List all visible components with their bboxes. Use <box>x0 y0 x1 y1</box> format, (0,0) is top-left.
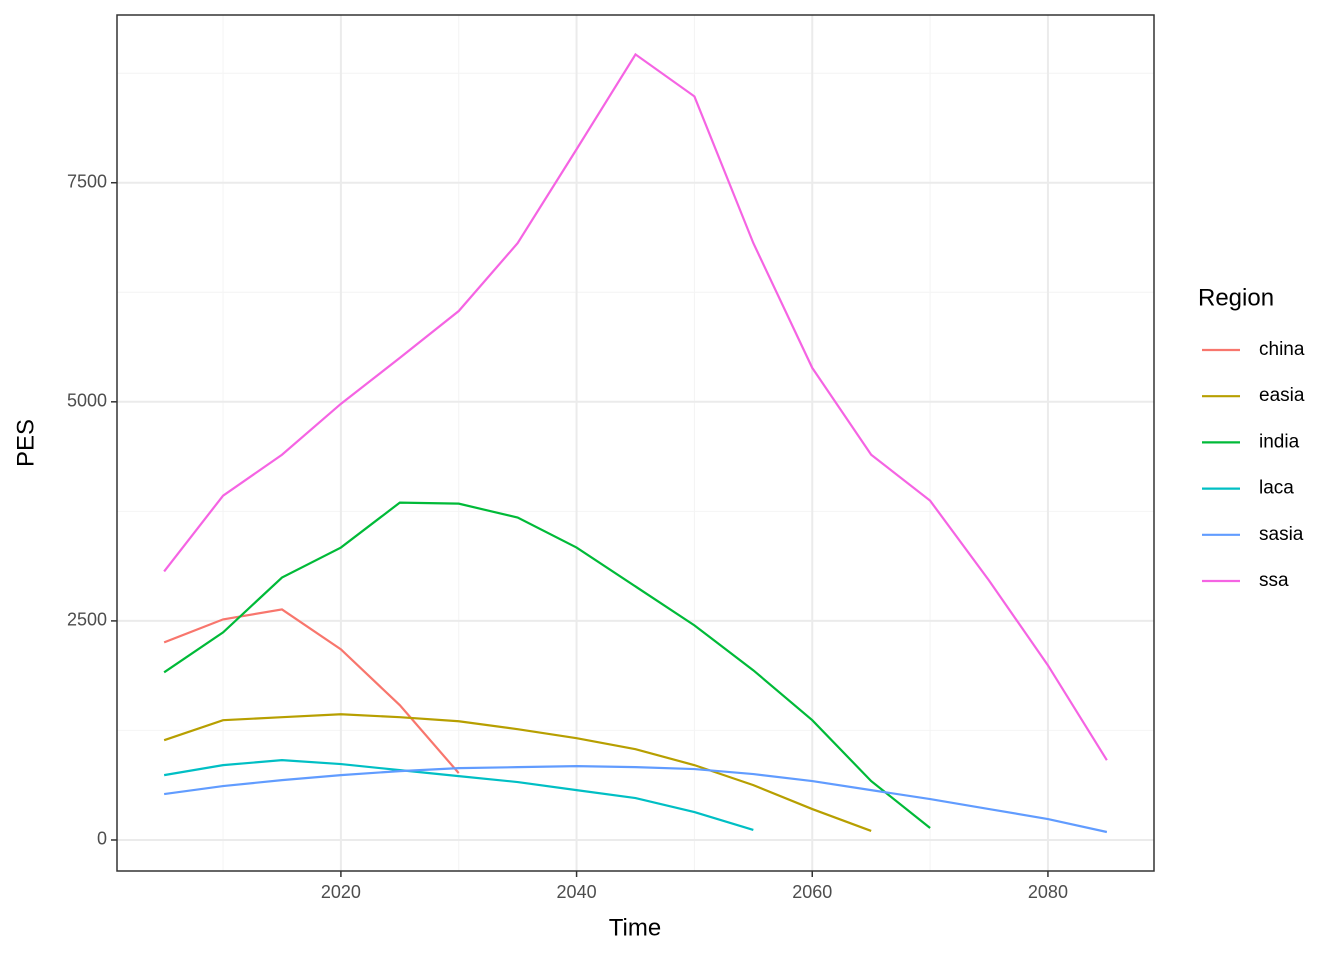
x-tick-label: 2040 <box>557 882 597 902</box>
legend-label: laca <box>1259 478 1294 499</box>
y-tick-label: 2500 <box>67 610 107 630</box>
legend-label: sasia <box>1259 524 1304 545</box>
legend-label: china <box>1259 339 1305 360</box>
line <box>163 501 931 829</box>
line <box>163 713 872 832</box>
legend-label: easia <box>1259 385 1305 406</box>
y-tick-label: 5000 <box>67 391 107 411</box>
x-axis-title: Time <box>609 914 661 941</box>
legend-label: india <box>1259 431 1300 452</box>
line <box>163 765 1108 834</box>
legend-label: ssa <box>1259 570 1289 591</box>
x-tick-label: 2080 <box>1028 882 1068 902</box>
y-tick-label: 0 <box>97 829 107 849</box>
x-tick-label: 2020 <box>321 882 361 902</box>
y-axis-title: PES <box>12 419 39 467</box>
legend-title: Region <box>1198 284 1274 311</box>
panel-border <box>116 14 1155 872</box>
line <box>163 52 1108 761</box>
line <box>163 759 754 832</box>
x-tick-label: 2060 <box>792 882 832 902</box>
line <box>163 608 460 774</box>
y-tick-label: 7500 <box>67 171 107 191</box>
